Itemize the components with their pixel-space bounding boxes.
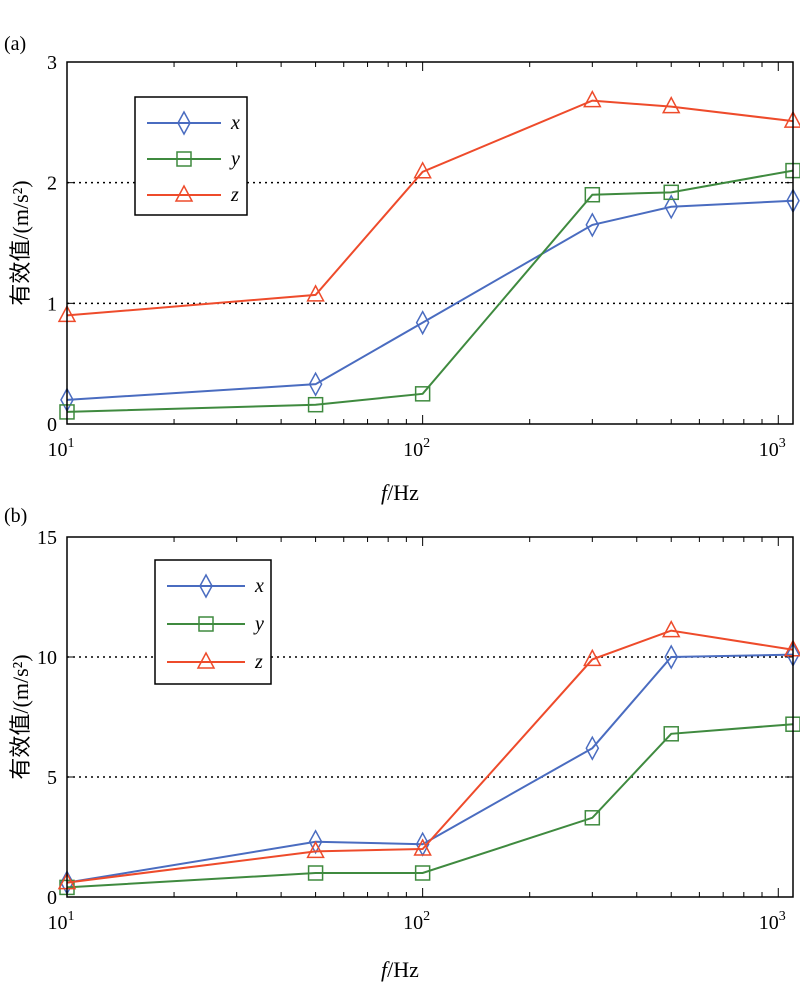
- chart-panel-a: (a) 0 1 2 3 101 102 103 f/Hz 有效值/(m/s²) xyz: [4, 33, 800, 505]
- data-point-x: [585, 212, 600, 238]
- x-tick-label: 103: [759, 436, 786, 461]
- series-line-x: [66, 653, 794, 884]
- legend-label-y: y: [253, 613, 264, 635]
- data-point-x: [415, 310, 430, 336]
- data-point-x: [308, 829, 323, 855]
- legend: xyz: [154, 559, 272, 685]
- y-tick-label: 15: [37, 527, 57, 549]
- y-axis-title: 有效值/(m/s²): [8, 654, 33, 779]
- y-tick-label: 2: [47, 173, 57, 195]
- series-x: [60, 188, 800, 413]
- legend: xyz: [134, 96, 248, 216]
- y-axis-title: 有效值/(m/s²): [8, 180, 33, 305]
- data-point-y: [584, 186, 601, 203]
- data-point-y: [307, 865, 324, 881]
- data-point-z: [306, 840, 325, 859]
- series-line-z: [66, 99, 794, 317]
- y-tick-label: 0: [47, 414, 57, 436]
- series-line-x: [66, 199, 794, 401]
- panel-label: (b): [4, 505, 27, 527]
- legend-marker-z: [174, 184, 194, 202]
- data-point-x: [585, 735, 600, 761]
- data-point-y: [584, 810, 601, 826]
- series-line-y: [66, 169, 794, 413]
- chart-panel-b: (b) 0 5 10 15 101 102 103 f/Hz 有效值/(m/s²) xyz: [4, 505, 800, 982]
- x-axis-title: f/Hz: [381, 480, 419, 505]
- data-point-y: [663, 726, 679, 742]
- data-point-z: [583, 90, 602, 108]
- data-point-x: [664, 194, 679, 220]
- legend-label-z: z: [254, 651, 263, 673]
- data-point-y: [663, 184, 679, 201]
- legend-label-x: x: [254, 575, 264, 597]
- x-axis-title: f/Hz: [381, 957, 419, 982]
- data-point-y: [307, 396, 324, 413]
- legend-marker-y: [176, 151, 192, 167]
- x-tick-label: 102: [403, 909, 430, 934]
- series-y: [59, 716, 800, 896]
- series-line-z: [66, 629, 794, 884]
- series-x: [60, 642, 800, 896]
- legend-marker-x: [199, 573, 213, 599]
- data-point-z: [413, 161, 432, 179]
- x-tick-label: 102: [403, 436, 430, 461]
- y-tick-label: 3: [47, 52, 57, 74]
- data-point-y: [414, 386, 431, 402]
- data-point-z: [661, 96, 681, 114]
- plot-frame: [66, 536, 794, 898]
- x-tick-label: 103: [759, 909, 786, 934]
- y-tick-label: 10: [37, 647, 57, 669]
- data-point-z: [306, 284, 325, 302]
- legend-label-x: x: [230, 112, 240, 134]
- y-tick-label: 0: [47, 887, 57, 909]
- data-point-x: [308, 371, 323, 397]
- data-point-z: [583, 648, 602, 667]
- legend-label-z: z: [230, 184, 239, 206]
- series-line-y: [66, 723, 794, 889]
- legend-marker-y: [198, 616, 214, 632]
- legend-marker-x: [177, 110, 191, 136]
- data-point-x: [664, 644, 679, 670]
- legend-label-y: y: [229, 148, 240, 170]
- y-tick-label: 5: [47, 767, 57, 789]
- data-point-y: [414, 865, 431, 881]
- data-point-z: [413, 838, 432, 856]
- series-z: [57, 90, 800, 323]
- x-tick-label: 101: [48, 436, 75, 461]
- y-tick-label: 1: [47, 293, 57, 315]
- data-point-z: [661, 620, 681, 638]
- x-tick-label: 101: [48, 909, 75, 934]
- panel-label: (a): [4, 33, 26, 55]
- legend-marker-z: [196, 651, 216, 669]
- plot-frame: [66, 61, 794, 425]
